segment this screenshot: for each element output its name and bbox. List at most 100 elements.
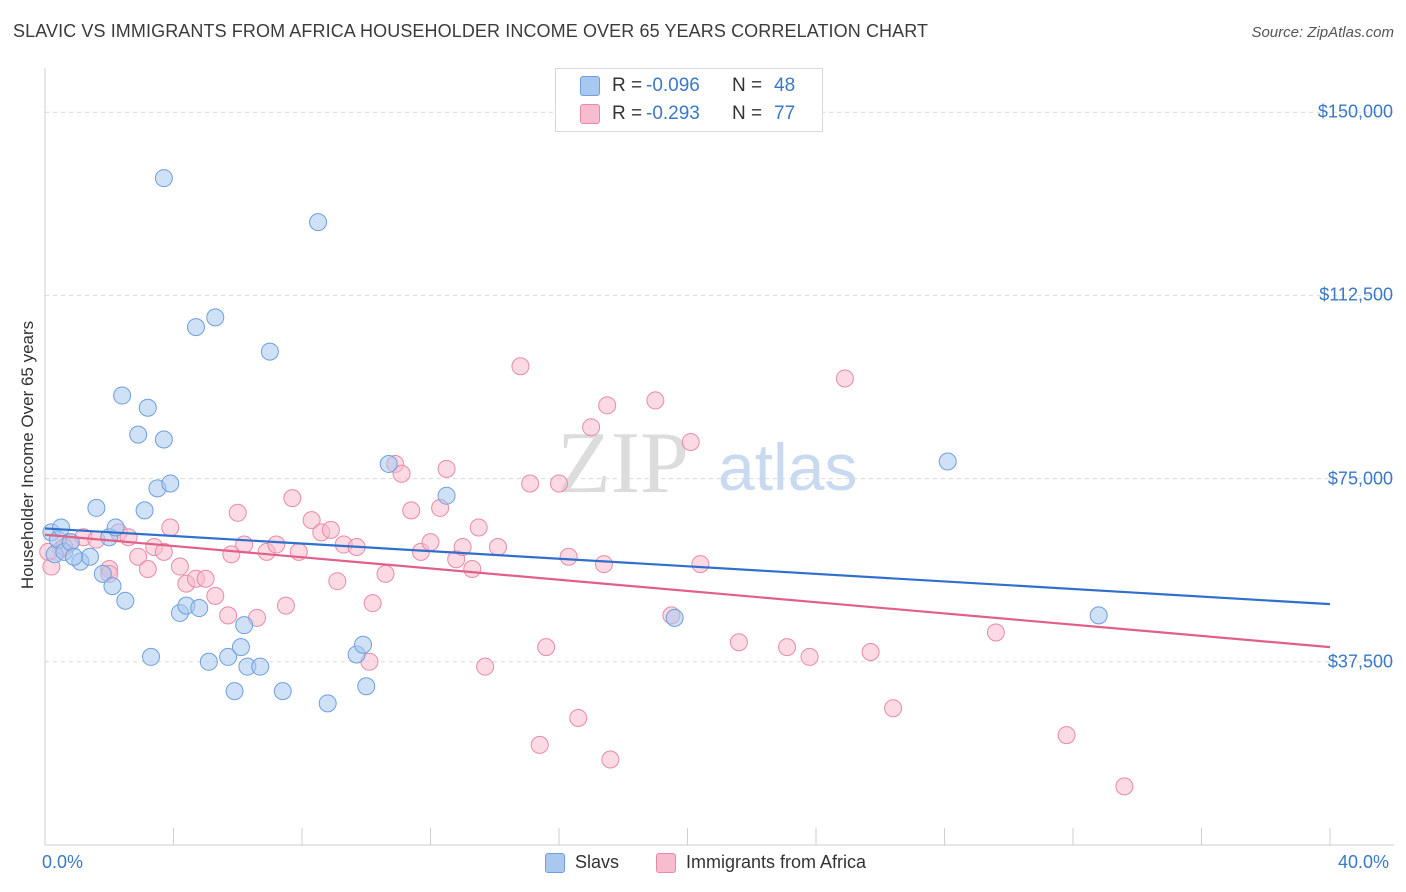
- africa-point: [170, 557, 189, 576]
- slavs-point: [154, 430, 173, 449]
- bottom-legend-slavs: Slavs: [545, 852, 619, 873]
- slavs-point: [354, 635, 373, 654]
- bottom-legend-swatch-africa: [656, 852, 676, 873]
- africa-point: [437, 459, 456, 478]
- slavs-point: [665, 608, 684, 627]
- africa-point: [235, 535, 254, 554]
- africa-point: [986, 623, 1005, 642]
- gridlines: [45, 111, 1394, 663]
- africa-point: [138, 559, 157, 578]
- slavs-point: [80, 547, 99, 566]
- legend-r-label: R =: [612, 103, 643, 124]
- axes: [44, 68, 1394, 846]
- legend-r-value: -0.096: [646, 75, 700, 96]
- africa-point: [884, 699, 903, 718]
- africa-point: [161, 518, 180, 537]
- africa-point: [283, 489, 302, 508]
- slavs-point: [142, 647, 161, 666]
- africa-point: [729, 633, 748, 652]
- watermark-zip: ZIP: [557, 415, 689, 512]
- source-label: Source: ZipAtlas.com: [1251, 24, 1394, 41]
- slavs-point: [129, 425, 148, 444]
- africa-point: [511, 357, 530, 376]
- africa-point: [778, 638, 797, 657]
- africa-point: [206, 586, 225, 605]
- africa-point: [453, 537, 472, 556]
- africa-point: [219, 606, 238, 625]
- legend-row-slavs: R = -0.096 N = 48: [556, 74, 795, 98]
- slavs-point: [116, 591, 135, 610]
- africa-point: [681, 432, 700, 451]
- slavs-point: [260, 342, 279, 361]
- slavs-point: [199, 652, 218, 671]
- africa-point: [550, 474, 568, 493]
- africa-point: [129, 547, 148, 566]
- legend-swatch-africa: [580, 104, 600, 124]
- slavs-point: [1089, 606, 1108, 625]
- bottom-legend-label-africa: Immigrants from Africa: [686, 852, 867, 872]
- slavs-trend-line: [44, 527, 1331, 606]
- africa-point: [363, 594, 382, 613]
- legend-n-value: 48: [774, 75, 796, 96]
- africa-point: [154, 542, 173, 561]
- africa-trend-line: [44, 533, 1331, 649]
- africa-point: [469, 518, 488, 537]
- africa-point: [421, 533, 440, 552]
- bottom-legend-africa: Immigrants from Africa: [656, 852, 866, 873]
- slavs-point: [93, 564, 112, 583]
- africa-point: [302, 511, 321, 530]
- africa-point: [537, 638, 556, 657]
- africa-point: [196, 569, 215, 588]
- bottom-legend-swatch-slavs: [545, 852, 565, 873]
- trend-lines: [44, 527, 1331, 649]
- chart-title: SLAVIC VS IMMIGRANTS FROM AFRICA HOUSEHO…: [13, 21, 929, 41]
- slavs-point: [231, 638, 250, 657]
- slavs-point: [64, 547, 83, 566]
- slavs-point: [273, 682, 292, 701]
- africa-point: [1115, 777, 1134, 796]
- africa-point: [328, 572, 347, 591]
- slavs-point: [113, 386, 132, 405]
- legend-n-value: 77: [774, 103, 796, 124]
- africa-point: [488, 537, 507, 556]
- africa-point: [594, 555, 613, 574]
- slavs-point: [938, 452, 957, 471]
- slavs-point: [219, 647, 238, 666]
- correlation-legend: R = -0.096 N = 48 R = -0.293 N = 77: [555, 68, 823, 132]
- slavs-point: [161, 474, 180, 493]
- legend-n-label: N =: [732, 103, 763, 124]
- legend-n-label: N =: [732, 75, 763, 96]
- slavs-point: [103, 577, 122, 596]
- slavs-point: [357, 677, 376, 696]
- africa-point: [376, 564, 395, 583]
- legend-swatch-slavs: [580, 76, 600, 96]
- africa-point: [392, 464, 411, 483]
- africa-point: [321, 520, 340, 539]
- slavs-point: [235, 616, 254, 635]
- slavs-point: [87, 498, 106, 517]
- africa-point: [402, 501, 421, 520]
- legend-r-value: -0.293: [646, 103, 700, 124]
- slavs-point: [52, 518, 71, 537]
- africa-point: [861, 643, 880, 662]
- data-points: [39, 169, 1134, 796]
- africa-point: [1057, 726, 1076, 745]
- africa-point: [476, 657, 495, 676]
- slavs-point: [251, 657, 270, 676]
- x-tick-max: 40.0%: [1338, 852, 1390, 872]
- africa-point: [569, 708, 588, 727]
- slavs-point: [135, 501, 154, 520]
- y-tick-label: $37,500: [1327, 651, 1393, 672]
- africa-point: [530, 735, 549, 754]
- slavs-point: [318, 694, 337, 713]
- slavs-point: [186, 318, 205, 337]
- slavs-point: [309, 213, 328, 232]
- x-tick-min: 0.0%: [42, 852, 84, 872]
- y-tick-label: $75,000: [1327, 468, 1393, 489]
- africa-point: [646, 391, 665, 410]
- legend-r-label: R =: [612, 75, 643, 96]
- legend-row-africa: R = -0.293 N = 77: [556, 102, 795, 126]
- africa-point: [228, 503, 247, 522]
- slavs-point: [437, 486, 456, 505]
